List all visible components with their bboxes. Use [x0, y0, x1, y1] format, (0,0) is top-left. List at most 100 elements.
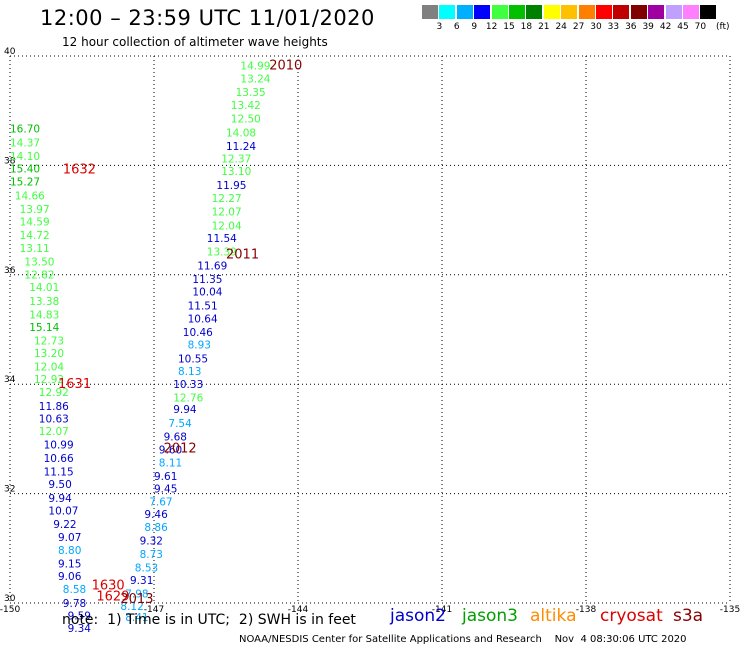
wave-height-value: 9.59	[68, 610, 91, 622]
wave-height-value: 8.73	[140, 549, 163, 561]
scale-swatch	[543, 5, 560, 19]
y-tick-label: 34	[4, 375, 16, 385]
wave-height-value: 9.15	[58, 558, 81, 570]
scale-tick-label: 9	[471, 22, 478, 32]
wave-height-value: 13.97	[20, 204, 50, 216]
wave-height-value: 13.42	[231, 100, 261, 112]
wave-height-value: 12.73	[34, 335, 64, 347]
wave-height-value: 10.04	[192, 287, 222, 299]
wave-height-value: 7.98	[125, 589, 148, 601]
scale-tick-label: 12	[485, 22, 498, 32]
wave-height-value: 11.51	[188, 300, 218, 312]
wave-height-value: 10.33	[173, 379, 203, 391]
wave-height-value: 9.31	[130, 575, 153, 587]
wave-height-value: 9.61	[154, 471, 177, 483]
wave-height-value: 9.45	[154, 484, 177, 496]
scale-swatch	[561, 5, 578, 19]
scale-unit-label: (ft)	[716, 22, 730, 32]
x-tick-label: -150	[0, 605, 20, 615]
page-title: 12:00 – 23:59 UTC 11/01/2020	[40, 6, 375, 30]
scale-swatch	[509, 5, 525, 19]
scale-tick-label: 3	[436, 22, 443, 32]
wave-height-value: 9.94	[48, 493, 72, 505]
wave-height-value: 15.27	[10, 177, 40, 189]
x-tick-label: -147	[144, 605, 164, 615]
wave-height-value: 12.04	[34, 362, 64, 374]
wave-height-value: 9.34	[68, 623, 92, 635]
scale-swatch	[578, 5, 595, 19]
scale-swatch	[491, 5, 508, 19]
track-label: 2012	[164, 442, 197, 457]
scale-swatch	[526, 5, 543, 19]
wave-height-value: 11.15	[44, 467, 74, 479]
page-subtitle: 12 hour collection of altimeter wave hei…	[62, 35, 328, 49]
scale-swatch	[613, 5, 630, 19]
wave-height-value: 10.64	[188, 313, 218, 325]
wave-height-value: 12.37	[221, 154, 251, 166]
wave-height-value: 9.22	[53, 519, 76, 531]
scale-tick-label: 33	[607, 22, 620, 32]
x-tick-label: -141	[432, 605, 452, 615]
wave-height-value: 9.46	[144, 509, 168, 521]
wave-height-value: 8.53	[135, 562, 158, 574]
y-tick-label: 36	[4, 266, 16, 276]
satellite-label-jason2: jason2	[390, 606, 446, 626]
y-tick-label: 38	[4, 156, 16, 166]
wave-height-value: 12.07	[39, 426, 69, 438]
scale-tick-label: 36	[625, 22, 637, 32]
x-tick-label: -135	[720, 605, 740, 615]
wave-height-value: 14.10	[10, 151, 40, 163]
wave-height-value: 9.78	[63, 598, 86, 610]
scale-tick-label: 21	[538, 22, 550, 32]
track-label: 1630	[92, 578, 125, 593]
wave-height-value: 9.94	[173, 404, 197, 416]
wave-height-value: 12.82	[24, 270, 54, 282]
wave-height-value: 8.13	[178, 366, 201, 378]
wave-height-value: 8.58	[63, 584, 86, 596]
wave-height-value: 14.59	[20, 217, 50, 229]
scale-swatch	[596, 5, 612, 19]
track-label: 1631	[58, 377, 91, 392]
wave-height-value: 12.92	[39, 387, 69, 399]
wave-height-value: 12.76	[173, 393, 203, 405]
wave-height-value: 14.72	[20, 230, 50, 242]
wave-height-value: 14.01	[29, 282, 59, 294]
wave-height-value: 7.54	[168, 418, 192, 430]
wave-height-value: 9.60	[159, 445, 182, 457]
wave-height-value: 13.24	[240, 73, 270, 85]
wave-height-value: 9.68	[164, 432, 187, 444]
wave-height-value: 10.99	[44, 440, 74, 452]
scale-tick-label: 42	[659, 22, 672, 32]
wave-height-value: 9.32	[140, 535, 163, 547]
scale-tick-label: 15	[503, 22, 515, 32]
scale-swatch	[630, 5, 647, 19]
wave-height-value: 10.55	[178, 353, 208, 365]
x-tick-label: -144	[288, 605, 309, 615]
wave-height-value: 11.69	[197, 260, 227, 272]
wave-height-value: 13.35	[236, 87, 266, 99]
wave-height-value: 8.80	[58, 545, 81, 557]
wave-height-value: 11.86	[39, 401, 69, 413]
satellite-label-jason3: jason3	[462, 606, 518, 626]
scale-tick-label: 39	[642, 22, 654, 32]
y-tick-label: 32	[4, 485, 15, 495]
wave-height-value: 12.50	[231, 114, 261, 126]
wave-height-value: 13.20	[34, 348, 64, 360]
satellite-label-cryosat: cryosat	[600, 606, 663, 626]
wave-height-value: 16.70	[10, 124, 40, 136]
wave-height-value: 14.37	[10, 137, 40, 149]
wave-height-value: 12.92	[34, 374, 64, 386]
satellite-label-s3a: s3a	[673, 606, 704, 626]
scale-tick-label: 24	[555, 22, 567, 32]
y-tick-label: 30	[4, 594, 16, 604]
wave-height-value: 12.27	[212, 193, 242, 205]
satellite-label-altika: altika	[530, 606, 577, 626]
wave-height-value: 10.46	[183, 327, 213, 339]
wave-height-value: 11.95	[216, 180, 246, 192]
wave-height-value: 13.50	[24, 257, 54, 269]
wave-height-value: 7.67	[149, 497, 172, 509]
wave-height-value: 9.07	[58, 532, 81, 544]
scale-tick-label: 70	[694, 22, 707, 32]
wave-height-value: 14.08	[226, 127, 256, 139]
